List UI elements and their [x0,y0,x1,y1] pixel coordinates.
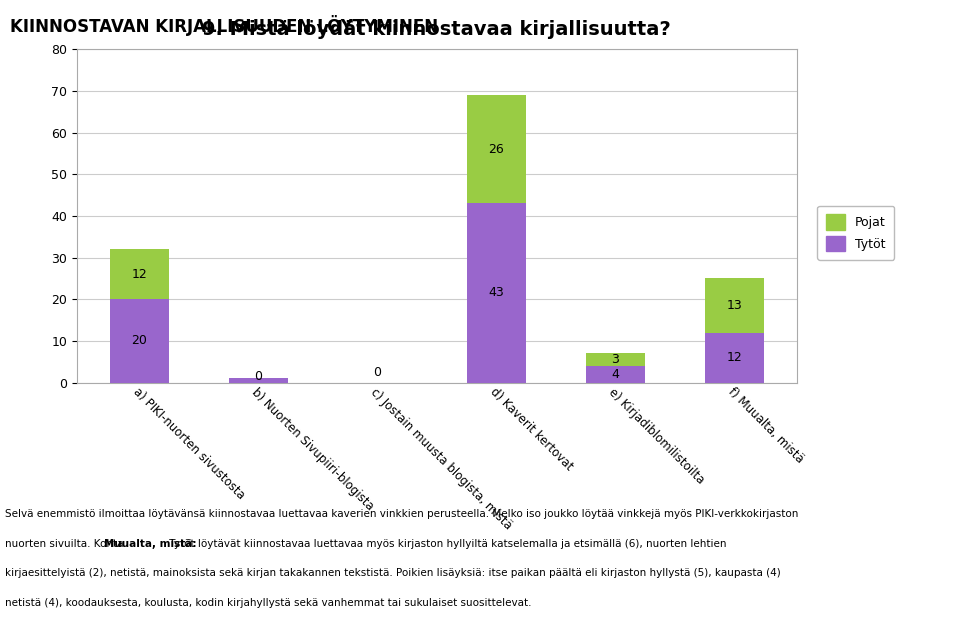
Text: 13: 13 [727,299,742,312]
Text: 0: 0 [373,366,381,379]
Text: Tytöt löytävät kiinnostavaa luettavaa myös kirjaston hyllyiltä katselemalla ja e: Tytöt löytävät kiinnostavaa luettavaa my… [166,539,726,549]
Bar [228,378,288,383]
Legend: Pojat, Tytöt: Pojat, Tytöt [818,205,895,260]
Title: 9. Mistä löydät kiinnostavaa kirjallisuutta?: 9. Mistä löydät kiinnostavaa kirjallisuu… [203,20,671,39]
Bar [109,249,169,299]
Bar [705,333,764,383]
Text: 4: 4 [612,368,619,381]
Text: 12: 12 [727,351,742,364]
Text: 26: 26 [489,143,504,156]
Bar [467,204,526,383]
Text: Selvä enemmistö ilmoittaa löytävänsä kiinnostavaa luettavaa kaverien vinkkien pe: Selvä enemmistö ilmoittaa löytävänsä kii… [5,509,798,519]
Text: 20: 20 [132,334,147,347]
Text: kirjaesittelyistä (2), netistä, mainoksista sekä kirjan takakannen tekstistä. Po: kirjaesittelyistä (2), netistä, mainoksi… [5,568,780,578]
Text: nuorten sivuilta. Kohta: nuorten sivuilta. Kohta [5,539,127,549]
Bar [467,95,526,204]
Text: KIINNOSTAVAN KIRJALLISUUDEN LÖYTYMINEN: KIINNOSTAVAN KIRJALLISUUDEN LÖYTYMINEN [10,15,438,36]
Text: Muualta, mistä:: Muualta, mistä: [104,539,196,549]
Bar [586,354,645,366]
Text: 0: 0 [254,370,262,383]
Bar [109,299,169,383]
Bar [705,278,764,333]
Bar [586,366,645,383]
Text: 12: 12 [132,268,147,281]
Text: 43: 43 [489,286,504,299]
Text: netistä (4), koodauksesta, koulusta, kodin kirjahyllystä sekä vanhemmat tai suku: netistä (4), koodauksesta, koulusta, kod… [5,598,531,608]
Text: 3: 3 [612,353,619,366]
